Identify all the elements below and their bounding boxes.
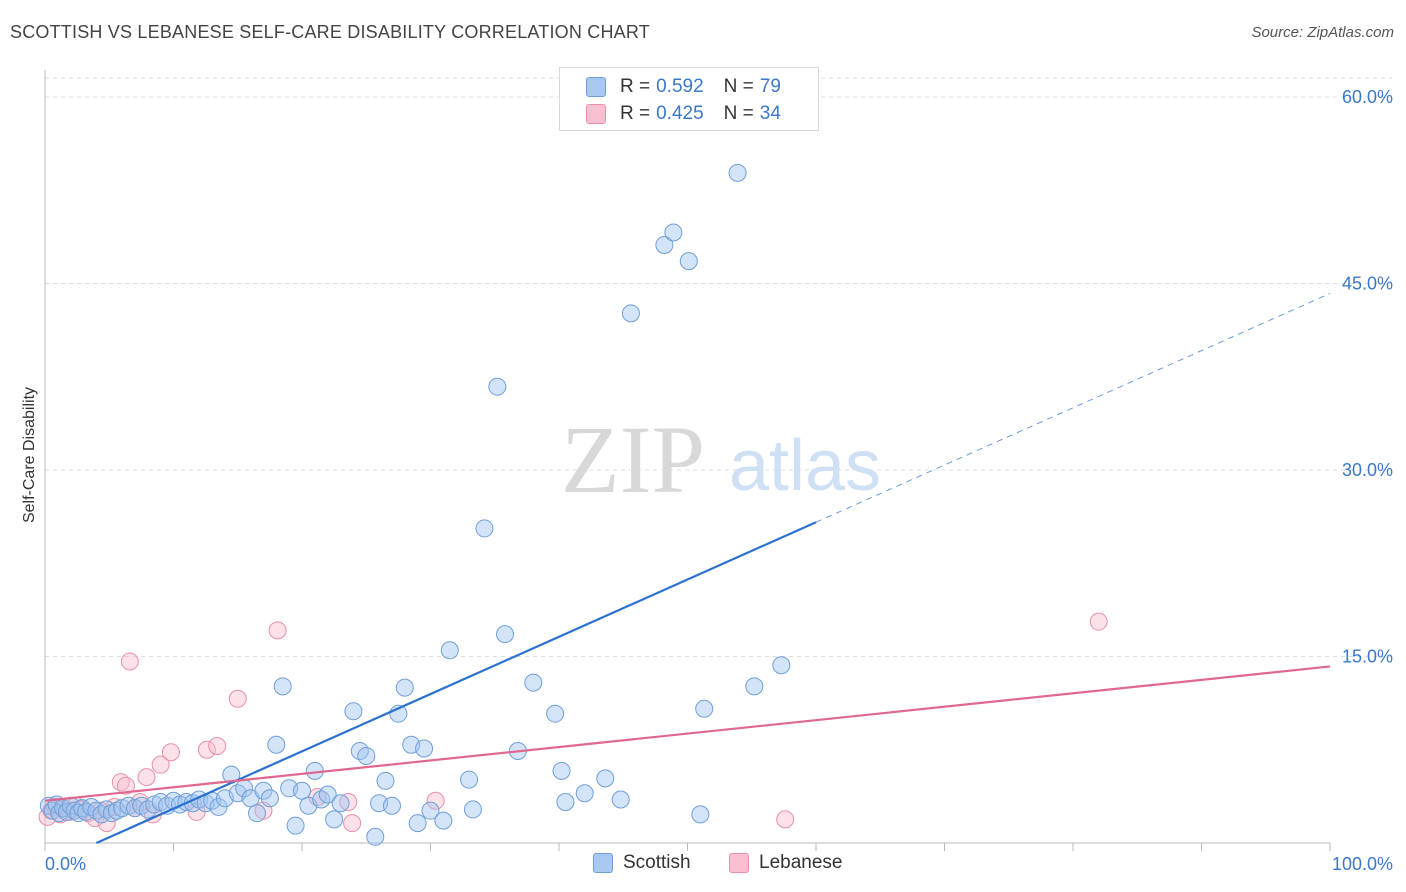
n-value: 79 (759, 76, 781, 97)
scottish-point (357, 746, 376, 765)
x-tick-label: 100.0% (1332, 854, 1393, 874)
watermark-zip: ZIP (561, 406, 705, 513)
scottish-point (556, 792, 575, 811)
watermark-atlas: atlas (729, 426, 881, 506)
lebanese-point (1089, 612, 1108, 631)
lebanese-point (97, 814, 116, 833)
scottish-point (260, 789, 279, 808)
scottish-point (382, 796, 401, 815)
scottish-trendline (95, 521, 817, 845)
lebanese-point (776, 810, 795, 829)
scottish-point (331, 794, 350, 813)
scottish-point (248, 804, 267, 823)
lebanese-point (120, 652, 139, 671)
scottish-point (318, 785, 337, 804)
scottish-point (325, 810, 344, 829)
lebanese-point (228, 689, 247, 708)
source-label: Source: ZipAtlas.com (1251, 24, 1394, 41)
legend-label-lebanese: Lebanese (759, 852, 843, 873)
chart-title: SCOTTISH VS LEBANESE SELF-CARE DISABILIT… (10, 22, 650, 42)
scottish-point (691, 805, 710, 824)
scottish-point (745, 677, 764, 696)
r-value: 0.592 (656, 76, 704, 97)
legend-swatch-scottish (593, 853, 613, 873)
scottish-point (772, 656, 791, 675)
series-legend: Scottish Lebanese (0, 852, 1406, 878)
grid-layer (45, 77, 1392, 657)
r-value: 0.425 (656, 103, 704, 124)
scottish-point (655, 235, 674, 254)
scottish-point (695, 699, 714, 718)
legend-item-scottish[interactable]: Scottish (593, 852, 691, 874)
y-tick-label: 45.0% (1342, 274, 1393, 294)
scottish-point (293, 781, 311, 800)
scottish-point (286, 816, 305, 835)
scottish-point (267, 735, 286, 754)
scottish-point (524, 673, 543, 692)
scottish-point (102, 804, 121, 823)
scottish-point (679, 252, 698, 271)
scottish-point (408, 814, 427, 833)
r-label: R = (620, 76, 651, 97)
scottish-point (440, 641, 459, 660)
lebanese-point (426, 791, 445, 810)
scottish-point (415, 739, 434, 758)
legend-swatch-lebanese (729, 853, 749, 873)
lebanese-point (343, 814, 362, 833)
correlation-legend: R = 0.592 N = 79 R = 0.425 N = 34 (559, 67, 819, 131)
scottish-point (475, 519, 494, 538)
scottish-point (463, 800, 482, 819)
scottish-point (107, 801, 126, 820)
legend-row-scottish: R = 0.592 N = 79 (586, 74, 781, 100)
tick-labels-layer: 15.0% 30.0% 45.0% 60.0% 0.0% 100.0% (45, 87, 1393, 874)
lebanese-point (116, 776, 135, 795)
x-tick-label: 0.0% (45, 854, 86, 874)
scottish-point (254, 781, 273, 800)
scottish-point (376, 771, 395, 790)
scottish-point (728, 163, 747, 182)
legend-swatch-scottish (586, 77, 606, 97)
lebanese-point (137, 768, 156, 787)
r-label: R = (620, 103, 651, 124)
legend-swatch-lebanese (586, 104, 606, 124)
scottish-point (395, 678, 414, 697)
n-label: N = (723, 103, 754, 124)
scottish-point (546, 704, 565, 723)
n-value: 34 (759, 103, 781, 124)
scottish-point (366, 827, 385, 846)
trendlines-layer (44, 292, 1331, 845)
lebanese-point (161, 743, 180, 762)
watermark: ZIP atlas (561, 406, 881, 513)
scottish-point (488, 377, 507, 396)
legend-item-lebanese[interactable]: Lebanese (729, 852, 842, 874)
lebanese-trendline (44, 665, 1331, 802)
y-tick-label: 30.0% (1342, 460, 1393, 480)
scottish-point (421, 801, 440, 820)
scottish-point (552, 761, 571, 780)
legend-label-scottish: Scottish (623, 852, 691, 873)
scottish-point (611, 790, 630, 809)
scottish-trendline-extension (815, 292, 1331, 523)
scottish-point (496, 625, 515, 644)
scottish-point (460, 770, 479, 789)
scottish-point (575, 784, 594, 803)
scottish-point (596, 769, 615, 788)
y-tick-label: 15.0% (1342, 647, 1393, 667)
lebanese-point (208, 737, 227, 756)
scottish-point (664, 223, 683, 242)
lebanese-point (268, 621, 287, 640)
lebanese-point (339, 792, 358, 811)
scottish-point (344, 702, 363, 721)
n-label: N = (723, 76, 754, 97)
scottish-point (621, 304, 640, 323)
y-tick-label: 60.0% (1342, 87, 1393, 107)
scottish-point (434, 811, 453, 830)
scottish-point (273, 677, 292, 696)
axes-layer (44, 70, 1331, 851)
lebanese-point (151, 755, 170, 774)
legend-row-lebanese: R = 0.425 N = 34 (586, 101, 781, 127)
lebanese-point (197, 740, 216, 759)
